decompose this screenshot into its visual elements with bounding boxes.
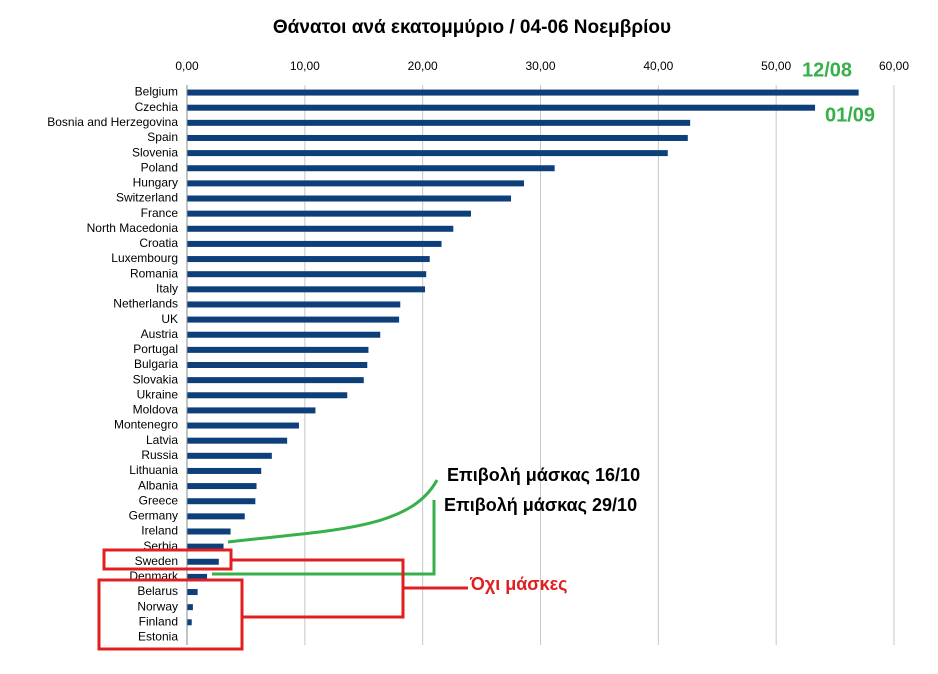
annotation-connector	[231, 558, 468, 619]
annotation-curve	[227, 479, 439, 544]
y-tick-label: Slovenia	[132, 145, 178, 159]
y-tick-label: Lithuania	[129, 463, 178, 477]
y-tick-label: Italy	[156, 281, 178, 295]
bar	[187, 407, 316, 414]
annotation: Όχι μάσκες	[469, 574, 568, 594]
x-tick-label: 0,00	[175, 59, 199, 73]
bar	[187, 180, 525, 187]
bar	[187, 256, 430, 263]
bar	[187, 619, 192, 626]
bar	[187, 271, 427, 278]
y-tick-label: Slovakia	[133, 372, 179, 386]
bar	[187, 225, 454, 232]
bar	[187, 134, 688, 141]
bar	[187, 89, 859, 96]
y-tick-label: Estonia	[138, 630, 178, 644]
y-tick-label: Bosnia and Herzegovina	[47, 115, 178, 129]
annotation: 12/08	[802, 59, 852, 81]
bar	[187, 195, 512, 202]
bar	[187, 573, 208, 580]
annotation: 01/09	[825, 104, 875, 126]
y-tick-label: Moldova	[133, 403, 179, 417]
x-tick-label: 20,00	[408, 59, 438, 73]
y-tick-label: Germany	[129, 509, 178, 523]
bar	[187, 286, 426, 293]
y-tick-label: Greece	[139, 493, 179, 507]
y-tick-label: Russia	[141, 448, 178, 462]
y-tick-label: Czechia	[135, 100, 179, 114]
bar	[187, 119, 691, 126]
bar	[187, 498, 256, 505]
y-tick-label: North Macedonia	[87, 221, 179, 235]
y-tick-label: Latvia	[146, 433, 178, 447]
bar	[187, 346, 369, 353]
x-tick-label: 60,00	[879, 59, 909, 73]
bar	[187, 543, 224, 550]
x-tick-label: 40,00	[643, 59, 673, 73]
bar	[187, 483, 257, 490]
bar	[187, 210, 471, 217]
y-tick-label: Bulgaria	[134, 357, 178, 371]
y-tick-label: Belarus	[137, 584, 178, 598]
y-tick-label: Ireland	[141, 524, 178, 538]
y-tick-label: Belgium	[135, 85, 178, 99]
y-tick-label: Luxembourg	[111, 251, 178, 265]
y-tick-label: Hungary	[133, 176, 178, 190]
bar	[187, 589, 198, 596]
y-tick-label: Croatia	[139, 236, 178, 250]
bar	[187, 377, 364, 384]
y-tick-label: Spain	[147, 130, 178, 144]
y-tick-label: Montenegro	[114, 418, 178, 432]
bar	[187, 331, 381, 338]
bar	[187, 301, 401, 308]
bar	[187, 104, 816, 111]
y-tick-label: Finland	[139, 614, 178, 628]
annotation: Επιβολή μάσκας 29/10	[444, 495, 637, 515]
bar	[187, 467, 262, 474]
y-tick-label: Austria	[141, 327, 179, 341]
bar	[187, 362, 368, 368]
bar	[187, 528, 231, 535]
x-tick-label: 10,00	[290, 59, 320, 73]
x-tick-label: 30,00	[525, 59, 555, 73]
bar	[187, 437, 288, 444]
y-tick-label: Switzerland	[116, 191, 178, 205]
y-tick-label: Norway	[137, 599, 178, 613]
y-tick-label: France	[141, 206, 179, 220]
y-tick-label: Romania	[130, 266, 178, 280]
bar	[187, 392, 348, 399]
y-tick-label: Netherlands	[113, 297, 178, 311]
y-tick-label: Albania	[138, 478, 178, 492]
bar	[187, 240, 442, 247]
y-tick-label: Portugal	[133, 342, 178, 356]
plot-area: 0,00 10,00 20,00 30,00 40,00 50,00 60,00 Belgiu…	[47, 59, 909, 645]
annotation-connector	[212, 500, 436, 576]
y-tick-label: Ukraine	[137, 387, 179, 401]
bar	[187, 150, 668, 157]
bar	[187, 422, 299, 429]
y-tick-label: UK	[161, 312, 178, 326]
chart-title: Θάνατοι ανά εκατομμύριο / 04-06 Νοεμβρίο…	[273, 17, 671, 38]
bar	[187, 558, 219, 565]
x-tick-label: 50,00	[761, 59, 791, 73]
bar	[187, 513, 245, 520]
bar	[187, 604, 193, 611]
y-tick-label: Poland	[141, 160, 178, 174]
highlight-box	[97, 578, 244, 651]
bar	[187, 316, 400, 323]
bar	[187, 452, 272, 459]
annotation: Επιβολή μάσκας 16/10	[447, 465, 640, 485]
y-tick-label: Sweden	[135, 554, 178, 568]
bar	[187, 165, 555, 172]
